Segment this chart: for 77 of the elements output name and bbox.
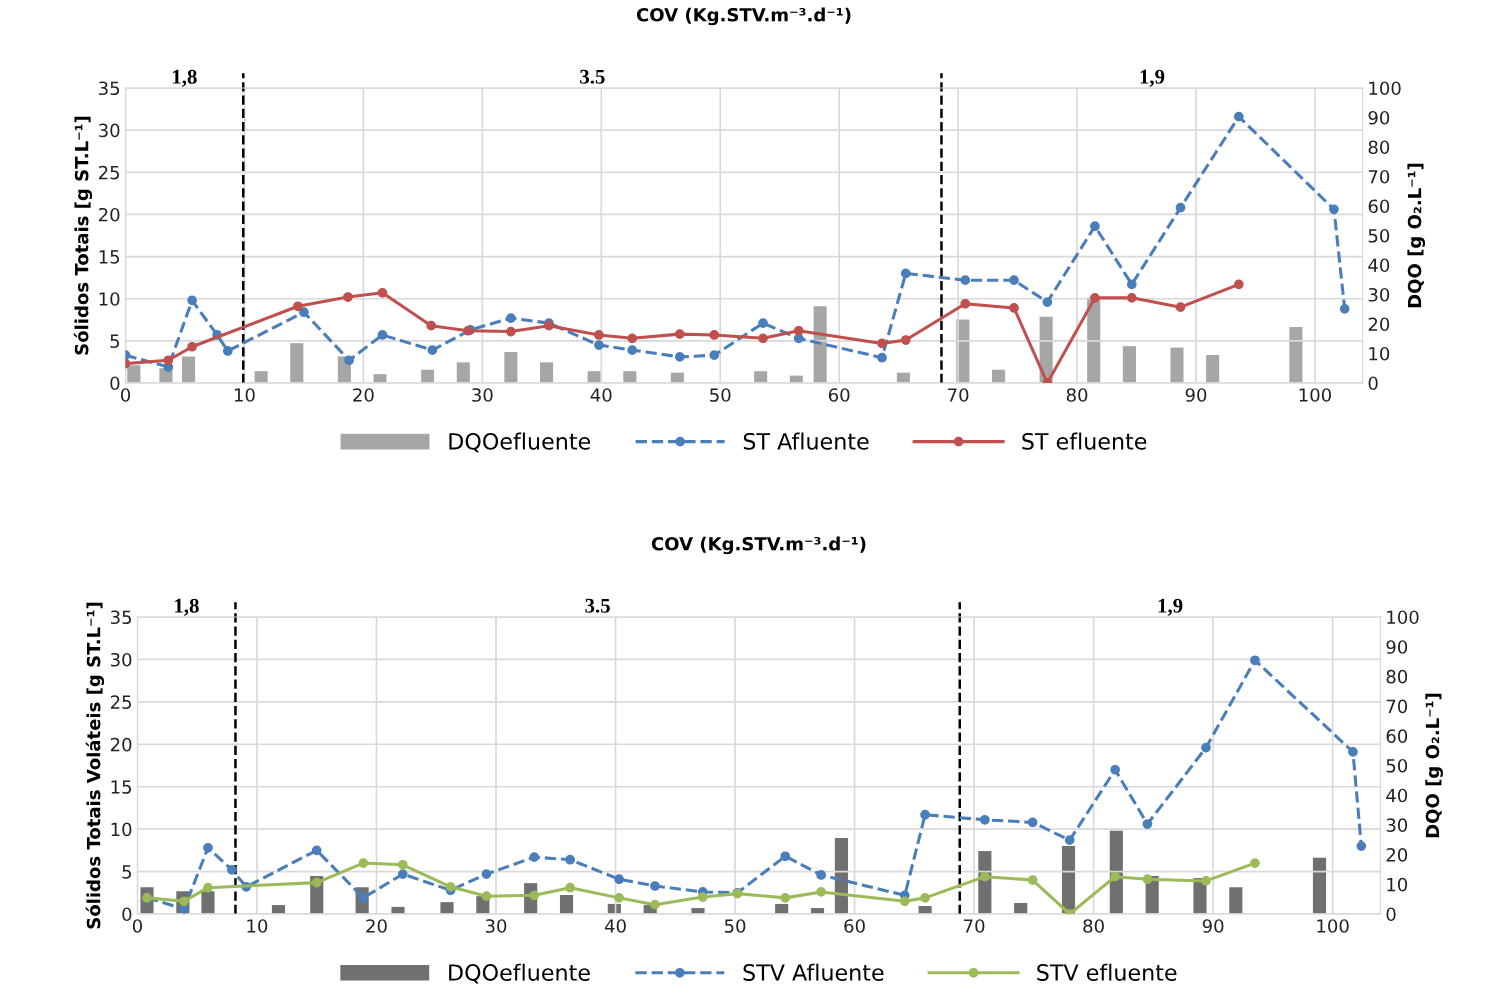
x-tick-label: 80 (1066, 388, 1088, 402)
y-tick-label: 20 (98, 207, 120, 222)
x-tick-label: 100 (1299, 388, 1331, 402)
y2-tick-label: 0 (1386, 907, 1396, 922)
legend-label: STV Afluente (743, 963, 884, 981)
y2-tick-label: 10 (1387, 877, 1408, 892)
x-tick-label: 40 (590, 388, 612, 402)
y-tick-label: 5 (122, 865, 132, 879)
x-tick-label: 40 (604, 919, 626, 933)
text: 1,8 (173, 69, 197, 87)
y2-tick-label: 100 (1369, 81, 1401, 96)
y2-tick-label: 10 (1369, 346, 1390, 361)
x-tick-label: 20 (366, 919, 387, 933)
x-tick-label: 10 (247, 919, 268, 933)
y2-tick-label: 0 (1368, 376, 1378, 391)
x-tick-label: 50 (724, 919, 746, 933)
y-tick-label: 10 (111, 822, 132, 837)
text: 3.5 (585, 598, 610, 613)
legend-label: ST Afluente (743, 432, 869, 450)
y2-tick-label: 90 (1386, 640, 1408, 654)
x-tick-label: 70 (964, 919, 985, 933)
y-tick-label: 20 (110, 737, 132, 752)
y-tick-label: 35 (99, 81, 120, 96)
legend-label: STV efluente (1037, 963, 1177, 981)
y2-tick-label: 60 (1386, 729, 1408, 743)
x-tick-label: 10 (234, 388, 255, 402)
y2-tick-label: 30 (1368, 287, 1390, 302)
legend-label: DQOefluente (449, 963, 590, 984)
y-tick-label: 30 (99, 123, 120, 138)
x-tick-label: 60 (828, 388, 850, 402)
text: 3.5 (580, 69, 605, 84)
y2-tick-label: 80 (1386, 669, 1408, 684)
y-tick-label: 35 (110, 610, 132, 625)
text: 1,9 (1158, 598, 1183, 616)
y2-axis-title: DQO [g O₂.L⁻¹] (1407, 163, 1426, 308)
x-tick-label: 60 (844, 919, 865, 933)
y2-tick-label: 40 (1386, 788, 1408, 803)
y2-tick-label: 60 (1368, 199, 1390, 214)
x-tick-label: 90 (1202, 919, 1224, 933)
x-tick-label: 20 (353, 388, 374, 402)
y-tick-label: 0 (122, 907, 132, 922)
y2-tick-label: 80 (1368, 140, 1390, 155)
y-tick-label: 10 (99, 292, 120, 306)
chart-title: COV (Kg.STV.m⁻³.d⁻¹) (636, 7, 851, 26)
x-tick-label: 30 (472, 388, 493, 402)
y2-tick-label: 90 (1368, 110, 1390, 125)
x-tick-label: 30 (485, 919, 507, 933)
x-tick-label: 50 (710, 388, 731, 402)
y-tick-label: 30 (110, 652, 132, 667)
y-axis-title: Sólidos Totais [g ST.L⁻¹] (73, 116, 93, 355)
y2-tick-label: 20 (1368, 317, 1390, 332)
y-axis-title: Sólidos Totais Voláteis [g ST.L⁻¹] (85, 602, 105, 929)
text: 1,8 (175, 598, 199, 616)
y-tick-label: 15 (111, 780, 132, 794)
y2-tick-label: 70 (1386, 699, 1408, 714)
x-tick-label: 100 (1317, 919, 1349, 933)
y2-tick-label: 30 (1386, 818, 1408, 833)
legend-label: ST efluente (1022, 432, 1147, 450)
x-tick-label: 70 (948, 388, 969, 402)
x-tick-label: 80 (1083, 919, 1104, 933)
text: 1,9 (1140, 69, 1165, 87)
y-tick-label: 25 (110, 695, 132, 709)
legend-label: DQOefluente (449, 432, 591, 453)
x-tick-label: 90 (1185, 388, 1207, 402)
y2-tick-label: 100 (1387, 610, 1419, 625)
y2-tick-label: 40 (1368, 258, 1390, 273)
y-tick-label: 0 (110, 376, 120, 391)
y-tick-label: 25 (98, 165, 120, 180)
y2-tick-label: 50 (1368, 228, 1390, 243)
y-tick-label: 15 (99, 250, 120, 264)
x-tick-label: 0 (132, 919, 142, 933)
chart-title: COV (Kg.STV.m⁻³.d⁻¹) (651, 536, 866, 555)
y2-tick-label: 70 (1368, 169, 1390, 184)
y-tick-label: 5 (110, 334, 120, 348)
y2-tick-label: 50 (1386, 758, 1408, 773)
y2-tick-label: 20 (1386, 848, 1408, 862)
y2-axis-title: DQO [g O₂.L⁻¹] (1425, 693, 1443, 838)
